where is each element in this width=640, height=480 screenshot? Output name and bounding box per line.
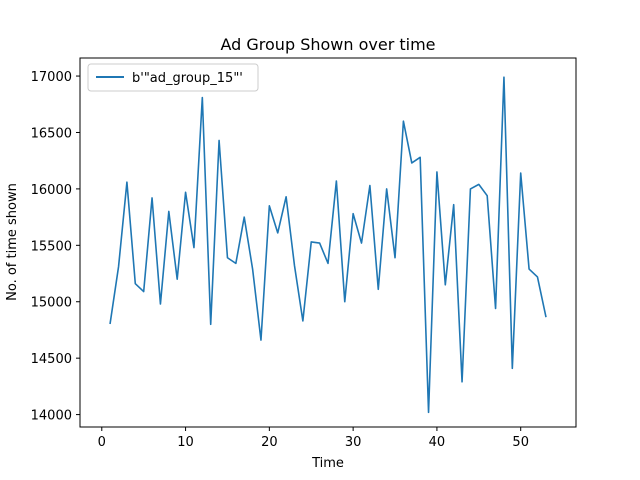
chart-title: Ad Group Shown over time: [220, 35, 435, 54]
series-line-0: [109, 76, 547, 414]
legend: b'"ad_group_15"': [87, 63, 259, 92]
y-tick-label: 16500: [31, 126, 72, 141]
plot-frame: [79, 57, 577, 428]
x-tick-label: 30: [345, 435, 362, 450]
y-tick-label: 15500: [31, 239, 72, 254]
x-tick-label: 0: [98, 435, 106, 450]
x-tick-label: 40: [429, 435, 446, 450]
y-axis-label: No. of time shown: [5, 183, 20, 301]
y-tick-label: 15000: [31, 296, 72, 311]
plot-area: [80, 58, 576, 427]
x-tick-label: 50: [512, 435, 529, 450]
x-tick-label: 10: [177, 435, 194, 450]
y-tick-label: 14500: [31, 352, 72, 367]
legend-box: [87, 63, 259, 92]
y-tick-label: 17000: [31, 70, 72, 85]
y-tick-label: 16000: [31, 183, 72, 198]
x-axis-ticks: 0 10 20 30 40 50: [98, 427, 529, 450]
legend-entry: b'"ad_group_15"': [132, 71, 243, 86]
y-axis-ticks: 14000 14500 15000 15500 16000 16500 17000: [31, 70, 80, 424]
y-tick-label: 14000: [31, 409, 72, 424]
x-tick-label: 20: [261, 435, 278, 450]
x-axis-label: Time: [311, 456, 344, 471]
series-layer: [109, 76, 547, 414]
